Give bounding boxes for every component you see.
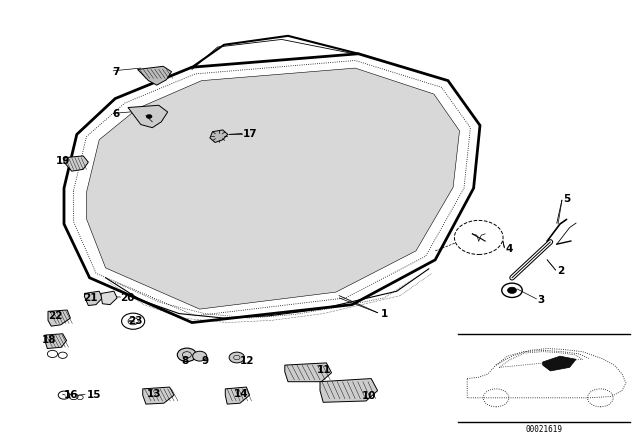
- Text: 9: 9: [202, 356, 209, 366]
- Polygon shape: [225, 387, 250, 404]
- Polygon shape: [543, 356, 576, 371]
- Text: 12: 12: [240, 356, 255, 366]
- Polygon shape: [84, 291, 102, 306]
- Circle shape: [508, 287, 516, 293]
- Polygon shape: [45, 334, 67, 349]
- Text: 5: 5: [563, 194, 570, 204]
- Text: 3: 3: [538, 295, 545, 305]
- Circle shape: [229, 352, 244, 363]
- Circle shape: [177, 348, 196, 362]
- Text: 21: 21: [83, 293, 98, 303]
- Text: 00021619: 00021619: [525, 425, 563, 434]
- Text: 2: 2: [557, 266, 564, 276]
- Polygon shape: [143, 387, 174, 404]
- Polygon shape: [128, 105, 168, 128]
- Text: 18: 18: [42, 336, 56, 345]
- Text: 17: 17: [243, 129, 258, 139]
- Text: 4: 4: [506, 244, 513, 254]
- Polygon shape: [210, 130, 228, 142]
- Text: 19: 19: [56, 156, 70, 166]
- Text: 7: 7: [112, 67, 120, 77]
- Text: 15: 15: [86, 390, 101, 400]
- Circle shape: [193, 351, 207, 361]
- Polygon shape: [64, 156, 88, 171]
- Polygon shape: [86, 68, 460, 309]
- Polygon shape: [48, 310, 70, 326]
- Text: 6: 6: [112, 109, 119, 119]
- Polygon shape: [285, 363, 332, 382]
- Circle shape: [146, 114, 152, 119]
- Text: 23: 23: [128, 316, 143, 326]
- Polygon shape: [101, 291, 117, 305]
- Polygon shape: [138, 66, 172, 85]
- Text: 1: 1: [381, 309, 388, 319]
- Text: 10: 10: [362, 392, 376, 401]
- Text: 11: 11: [317, 365, 332, 375]
- Text: 13: 13: [147, 389, 162, 399]
- Text: 14: 14: [234, 389, 248, 399]
- Text: 20: 20: [120, 293, 135, 303]
- Text: 22: 22: [48, 311, 63, 321]
- Text: 8: 8: [182, 356, 189, 366]
- Text: 16: 16: [64, 390, 79, 400]
- Polygon shape: [320, 379, 378, 402]
